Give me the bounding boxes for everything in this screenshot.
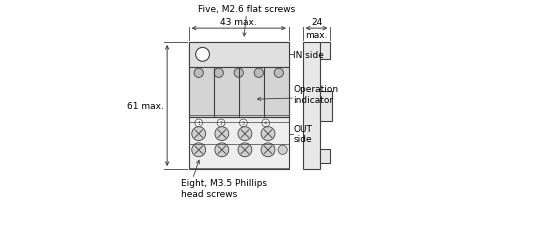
Bar: [189, 43, 289, 169]
Bar: [189, 43, 289, 67]
Text: 24: 24: [311, 18, 322, 27]
Circle shape: [217, 120, 225, 127]
Text: 43 max.: 43 max.: [220, 18, 257, 27]
Circle shape: [215, 127, 228, 141]
Circle shape: [238, 143, 252, 157]
Circle shape: [261, 127, 275, 141]
Text: Five, M2.6 flat screws: Five, M2.6 flat screws: [198, 5, 295, 14]
Circle shape: [215, 143, 228, 157]
Circle shape: [261, 143, 275, 157]
Bar: [320, 149, 330, 163]
Text: OUT
side: OUT side: [293, 124, 312, 144]
Circle shape: [262, 120, 270, 127]
Text: Eight, M3.5 Phillips
head screws: Eight, M3.5 Phillips head screws: [181, 179, 267, 198]
Text: 61 max.: 61 max.: [127, 102, 164, 111]
Circle shape: [274, 69, 283, 78]
Circle shape: [192, 143, 206, 157]
Circle shape: [254, 69, 263, 78]
Bar: [320, 92, 332, 121]
Text: 1: 1: [197, 121, 200, 126]
Bar: [189, 67, 289, 117]
Circle shape: [214, 69, 224, 78]
Circle shape: [278, 146, 287, 155]
Circle shape: [238, 127, 252, 141]
Circle shape: [192, 127, 206, 141]
Text: max.: max.: [305, 30, 328, 40]
Circle shape: [195, 120, 202, 127]
Circle shape: [234, 69, 243, 78]
Text: Operation
indicator: Operation indicator: [293, 85, 338, 104]
Text: 4: 4: [264, 121, 267, 126]
Circle shape: [196, 48, 209, 62]
Text: IN side: IN side: [293, 51, 324, 60]
Circle shape: [194, 69, 203, 78]
Text: 2: 2: [219, 121, 222, 126]
Bar: [320, 43, 330, 60]
Circle shape: [239, 120, 247, 127]
Text: 3: 3: [242, 121, 245, 126]
Bar: [302, 43, 320, 169]
